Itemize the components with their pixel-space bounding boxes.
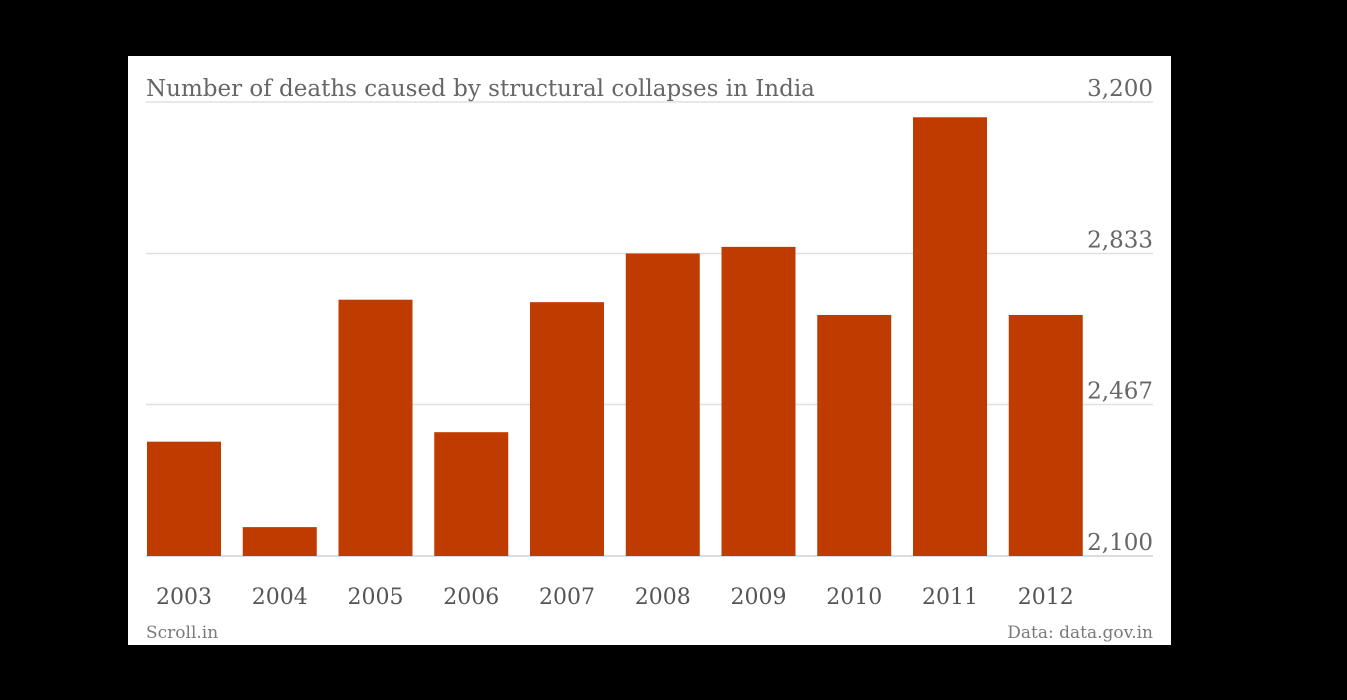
- x-tick-label: 2003: [156, 585, 212, 610]
- bar-2010: [817, 314, 892, 556]
- x-tick-label: 2008: [635, 585, 691, 610]
- bar-2006: [434, 432, 509, 556]
- x-tick-label: 2010: [826, 585, 882, 610]
- bar-2005: [338, 299, 413, 556]
- chart-card: 2,100 2,467 2,833 3,200 2003 2004 2005 2006 200…: [128, 56, 1171, 645]
- bar-2008: [625, 253, 700, 557]
- x-axis-category-labels: 2003 2004 2005 2006 2007 2008 2009 2010 2011 2012: [156, 585, 1074, 610]
- credit-label: Scroll.in: [146, 623, 218, 643]
- bar-2007: [530, 302, 604, 556]
- x-tick-label: 2011: [922, 585, 978, 610]
- y-tick-label: 3,200: [1087, 76, 1153, 102]
- bar-2004: [242, 527, 317, 556]
- bar-2012: [1008, 314, 1083, 556]
- x-tick-label: 2012: [1018, 585, 1074, 610]
- x-tick-label: 2005: [348, 585, 404, 610]
- y-tick-label: 2,100: [1087, 530, 1153, 556]
- y-tick-label: 2,833: [1087, 227, 1153, 253]
- y-axis-tick-labels: 2,100 2,467 2,833 3,200: [1087, 76, 1153, 556]
- x-tick-label: 2009: [731, 585, 787, 610]
- bar-2011: [913, 117, 987, 556]
- bars: [147, 117, 1083, 557]
- x-tick-label: 2007: [539, 585, 595, 610]
- bar-2003: [147, 441, 221, 556]
- source-label: Data: data.gov.in: [1007, 623, 1153, 643]
- x-tick-label: 2006: [443, 585, 499, 610]
- x-tick-label: 2004: [252, 585, 308, 610]
- bar-2009: [721, 246, 796, 556]
- y-tick-label: 2,467: [1087, 379, 1153, 405]
- chart-title: Number of deaths caused by structural co…: [146, 76, 815, 102]
